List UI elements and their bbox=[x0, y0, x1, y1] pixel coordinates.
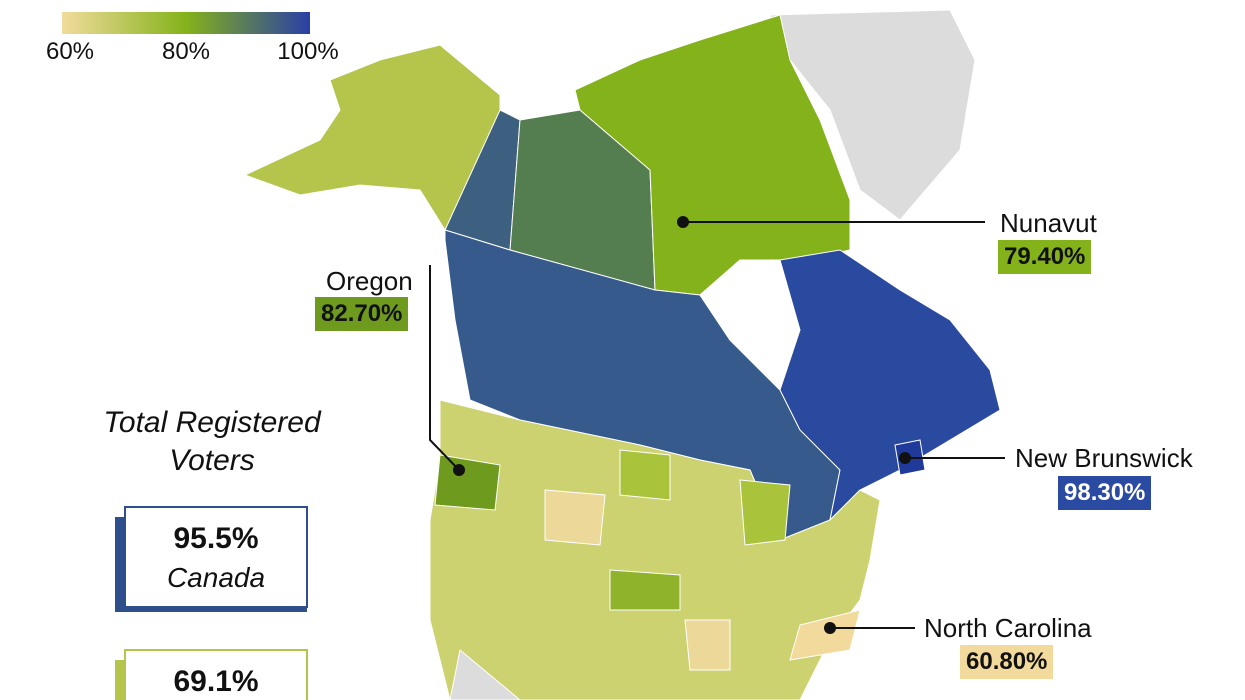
regions bbox=[243, 9, 1001, 700]
united-states bbox=[429, 399, 881, 700]
mexico bbox=[449, 649, 521, 700]
callout-name: New Brunswick bbox=[1015, 443, 1193, 473]
alaska bbox=[243, 44, 501, 232]
dot bbox=[677, 216, 689, 228]
legend-label: 60% bbox=[45, 38, 95, 65]
card-value: 69.1% bbox=[173, 665, 259, 698]
wyoming bbox=[544, 489, 606, 546]
north-carolina bbox=[789, 609, 861, 661]
arkansas bbox=[684, 619, 731, 671]
card-label: Canada bbox=[166, 562, 266, 593]
greenland bbox=[769, 9, 976, 221]
dots bbox=[453, 216, 911, 634]
callout-name: North Carolina bbox=[924, 613, 1092, 643]
card bbox=[124, 649, 308, 700]
dot bbox=[899, 452, 911, 464]
summary-title: Total Registered Voters bbox=[103, 406, 321, 477]
callout-name: Nunavut bbox=[1000, 208, 1097, 238]
card bbox=[124, 506, 308, 608]
kansas bbox=[609, 569, 681, 611]
callout-name: Oregon bbox=[326, 266, 413, 296]
leader-line bbox=[429, 265, 460, 471]
state bbox=[739, 479, 791, 546]
dot bbox=[453, 464, 465, 476]
callout-value: 82.70% bbox=[315, 297, 409, 331]
oregon bbox=[434, 454, 501, 511]
legend-gradient bbox=[62, 12, 310, 34]
legend-label: 80% bbox=[161, 38, 211, 65]
state bbox=[619, 449, 671, 501]
dot bbox=[824, 622, 836, 634]
leaders bbox=[429, 221, 1005, 629]
callout-value: 60.80% bbox=[960, 645, 1054, 679]
card-value: 95.5% bbox=[173, 522, 259, 555]
callout-value: 98.30% bbox=[1058, 476, 1152, 510]
legend-label: 100% bbox=[277, 38, 339, 65]
callout-value: 79.40% bbox=[998, 240, 1092, 274]
